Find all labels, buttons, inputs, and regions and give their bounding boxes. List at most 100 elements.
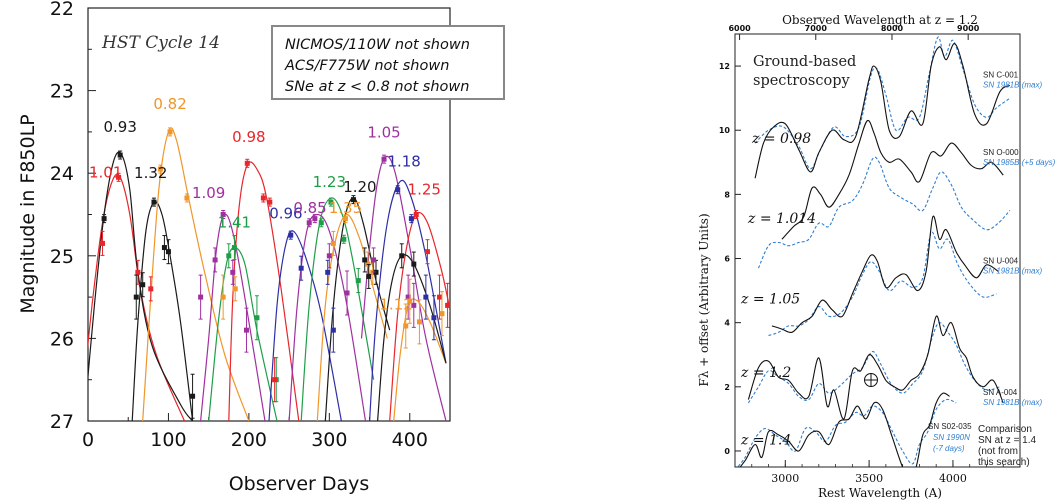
lc-data-point — [381, 156, 387, 162]
lc-x-tick-label: 0 — [82, 429, 94, 451]
lc-data-point — [272, 377, 278, 383]
lc-data-point — [220, 294, 226, 300]
lc-data-point — [411, 302, 417, 308]
sp-template-spectrum — [747, 322, 1001, 404]
lc-redshift-label: 1.32 — [134, 164, 167, 182]
sp-template-spectrum — [737, 398, 957, 467]
lc-data-point — [133, 294, 139, 300]
lc-x-tick-label: 100 — [150, 429, 186, 451]
lc-x-tick-label: 400 — [392, 429, 428, 451]
lc-data-point — [151, 199, 157, 205]
lc-data-point — [407, 298, 413, 304]
spectra-x-axis-label: Rest Wavelength (A) — [818, 486, 942, 500]
sp-y-tick-label: 10 — [719, 126, 731, 135]
lc-data-point — [325, 269, 331, 275]
sp-y-tick-label: 2 — [724, 383, 730, 392]
sp-top-tick-label: 6000 — [728, 24, 751, 33]
lc-fit-curve — [131, 200, 194, 421]
lc-y-tick-label: 24 — [50, 163, 74, 185]
comparison-note-2: SN at z = 1.4 — [978, 435, 1037, 446]
lc-data-point — [243, 327, 249, 333]
lc-data-point — [437, 294, 443, 300]
spectra-axes: 3000 3500 4000 6000 7000 8000 9000 0 2 4 6 8 10 12 — [719, 24, 1004, 485]
lc-data-point — [135, 269, 141, 275]
lc-data-point — [399, 253, 405, 259]
lc-data-point — [116, 174, 122, 180]
lc-redshift-label: 1.23 — [313, 173, 346, 191]
lc-data-point — [226, 253, 232, 259]
note-line-3: SNe at z < 0.8 not shown — [285, 79, 469, 95]
lc-data-point — [341, 236, 347, 242]
lc-data-point — [413, 212, 419, 217]
light-curve-chart: 0 100 200 300 400 22 23 24 25 26 27 1.01 0.93 1.32 0.… — [17, 0, 505, 495]
lc-data-point — [212, 257, 218, 263]
lc-data-point — [232, 286, 238, 292]
lc-data-point — [326, 253, 332, 259]
lc-data-point — [101, 216, 107, 222]
lc-fit-curve — [377, 254, 447, 421]
lc-data-point — [424, 249, 430, 255]
lc-redshift-label: 0.82 — [153, 95, 186, 113]
lc-data-point — [416, 319, 422, 325]
spectra-plot-frame — [734, 33, 1021, 468]
lc-data-point — [395, 187, 401, 193]
lc-x-tick-label: 300 — [311, 429, 347, 451]
lc-redshift-label: 1.01 — [89, 163, 122, 181]
lc-y-tick-label: 27 — [50, 411, 74, 433]
note-line-2: ACS/F775W not shown — [284, 58, 449, 74]
spectra-y-axis-label: Fλ + offset (Arbitrary Units) — [697, 213, 711, 386]
hst-cycle-label: HST Cycle 14 — [101, 33, 220, 53]
earth-symbol-icon — [864, 373, 878, 387]
sp-template-name: SN 1981B (max) — [983, 80, 1042, 89]
lc-fit-curve — [228, 161, 300, 421]
lc-fit-curve — [360, 155, 447, 421]
sp-template-name: SN 1990N — [933, 433, 970, 442]
lc-data-point — [99, 240, 105, 246]
sp-template-name-suffix: (-7 days) — [933, 444, 965, 453]
lc-data-point — [373, 269, 379, 275]
lc-data-point — [260, 195, 266, 201]
comparison-note-1: Comparison — [978, 424, 1032, 435]
light-curve-redshift-labels: 1.01 0.93 1.32 0.82 1.09 1.41 0.98 0.960.85 1.23… — [89, 95, 441, 314]
lc-redshift-label: 1.20 — [343, 178, 376, 196]
sp-x-tick-label: 3000 — [771, 472, 799, 485]
sp-observed-spectrum — [739, 392, 950, 467]
lc-data-point — [355, 278, 361, 284]
lc-data-point — [267, 199, 273, 205]
sp-x-tick-label: 4000 — [939, 472, 967, 485]
spectra-heading-line-2: spectroscopy — [753, 73, 850, 89]
lc-y-tick-label: 23 — [50, 81, 74, 103]
lc-redshift-label: 0.93 — [103, 118, 136, 136]
lc-data-point — [161, 245, 167, 251]
lc-redshift-label: 1.25 — [408, 181, 441, 199]
sp-template-name: SN 1981B (max) — [983, 398, 1042, 407]
sp-top-tick-label: 8000 — [881, 24, 904, 33]
note-line-1: NICMOS/110W not shown — [285, 37, 470, 53]
lc-data-point — [328, 199, 334, 205]
lc-fit-curve — [268, 230, 342, 421]
sp-template-spectrum — [768, 231, 997, 337]
lc-data-point — [184, 195, 190, 201]
light-curve-data-points — [99, 127, 451, 419]
lc-data-point — [366, 273, 372, 279]
lc-data-point — [371, 257, 377, 263]
lc-data-point — [117, 152, 123, 158]
sp-y-tick-label: 8 — [724, 190, 730, 199]
sp-y-tick-label: 0 — [724, 447, 730, 456]
sp-template-spectrum — [757, 156, 1011, 269]
lc-data-point — [423, 294, 429, 300]
light-curve-y-axis-label: Magnitude in F850LP — [17, 114, 39, 313]
comparison-note-3: (not from — [978, 446, 1018, 457]
lc-redshift-label: 1.35 — [329, 199, 362, 217]
lc-data-point — [445, 302, 451, 308]
lc-data-point — [148, 286, 154, 292]
lc-data-point — [330, 327, 336, 333]
sp-y-tick-label: 6 — [724, 255, 730, 264]
sp-observed-spectrum — [781, 119, 1004, 240]
spectra-lines — [737, 36, 1011, 467]
lc-x-tick-label: 200 — [231, 429, 267, 451]
lc-data-point — [231, 245, 237, 251]
sp-observed-name: SN A-004 — [983, 388, 1018, 397]
